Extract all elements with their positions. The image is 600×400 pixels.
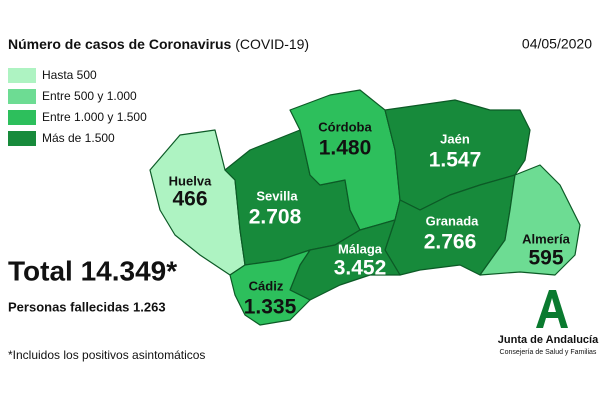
logo-title: Junta de Andalucía xyxy=(498,334,599,346)
logo-mark xyxy=(536,290,568,328)
province-value: 3.452 xyxy=(334,257,387,280)
province xyxy=(229,249,311,326)
map: Huelva 466 Sevilla 2.708 Córdoba 1.480 J… xyxy=(149,89,581,326)
province-name: Granada xyxy=(426,213,480,228)
province-value: 1.480 xyxy=(319,137,372,160)
province-value: 595 xyxy=(528,247,563,270)
legend-label: Hasta 500 xyxy=(42,68,97,82)
province-name: Cádiz xyxy=(249,278,284,293)
deaths: Personas fallecidas 1.263 xyxy=(8,299,166,314)
legend-swatch xyxy=(8,110,36,125)
legend: Hasta 500 Entre 500 y 1.000 Entre 1.000 … xyxy=(8,68,147,146)
province-name: Almería xyxy=(522,231,570,246)
legend-label: Más de 1.500 xyxy=(42,131,115,145)
legend-swatch xyxy=(8,89,36,104)
province-name: Málaga xyxy=(338,241,383,256)
province-value: 1.335 xyxy=(244,296,297,319)
title-main: Número de casos de Coronavirus xyxy=(8,36,232,52)
province-name: Sevilla xyxy=(256,188,298,203)
province-value: 2.708 xyxy=(249,206,302,229)
title-suffix: (COVID-19) xyxy=(235,36,309,52)
logo: Junta de Andalucía Consejería de Salud y… xyxy=(498,290,599,356)
date: 04/05/2020 xyxy=(522,36,592,52)
legend-label: Entre 1.000 y 1.500 xyxy=(42,110,147,124)
legend-swatch xyxy=(8,131,36,146)
title: Número de casos de Coronavirus (COVID-19… xyxy=(8,36,309,52)
province-name: Córdoba xyxy=(318,119,372,134)
province-name: Huelva xyxy=(169,173,212,188)
province-value: 466 xyxy=(172,188,207,211)
logo-subtitle: Consejería de Salud y Familias xyxy=(500,349,597,356)
legend-swatch xyxy=(8,68,36,83)
total: Total 14.349* xyxy=(8,255,177,286)
province-value: 2.766 xyxy=(424,231,477,254)
legend-label: Entre 500 y 1.000 xyxy=(42,89,137,103)
province-name: Jaén xyxy=(440,131,470,146)
province-value: 1.547 xyxy=(429,149,482,172)
footnote: *Incluidos los positivos asintomáticos xyxy=(8,348,205,362)
province xyxy=(479,164,581,276)
